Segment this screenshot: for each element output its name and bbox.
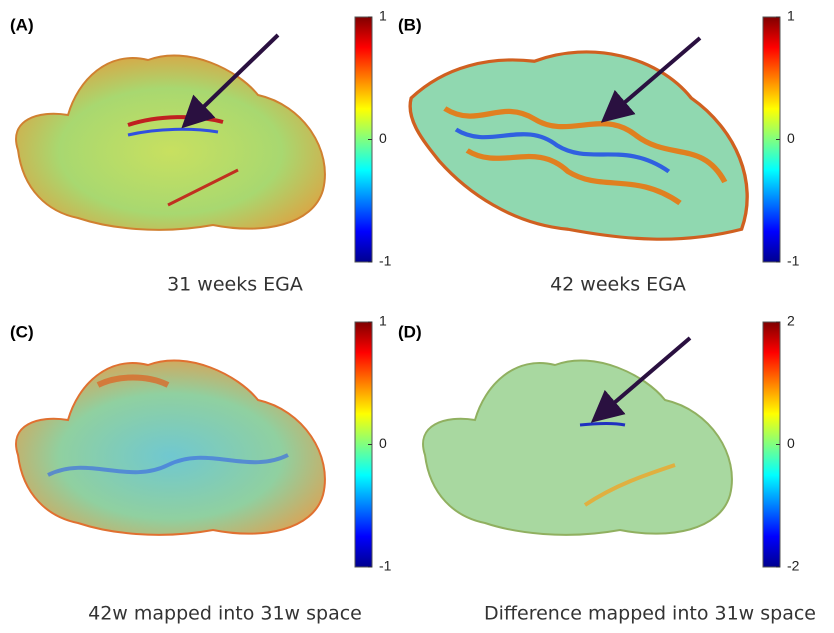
brain-b	[408, 50, 749, 241]
brain-c	[15, 359, 326, 536]
caption: 31 weeks EGA	[167, 274, 303, 296]
arrow	[181, 33, 280, 129]
tick-label: -2	[787, 558, 800, 574]
brain-a	[15, 54, 326, 231]
panel-label: (D)	[398, 322, 422, 341]
caption: Difference mapped into 31w space	[484, 603, 816, 625]
arrow	[600, 36, 702, 123]
tick-label: 1	[379, 313, 387, 329]
tick-label: 0	[787, 435, 795, 451]
panel-label: (B)	[398, 15, 422, 34]
tick-label: 1	[787, 8, 795, 24]
tick-label: 1	[379, 8, 387, 24]
tick-label: 2	[787, 313, 795, 329]
tick-label: -1	[379, 253, 392, 269]
arrow	[590, 336, 692, 423]
panel-label: (C)	[10, 322, 34, 341]
brain-d	[422, 359, 733, 536]
caption: 42w mapped into 31w space	[88, 603, 362, 625]
tick-label: -1	[787, 253, 800, 269]
tick-label: 0	[379, 435, 387, 451]
panel-label: (A)	[10, 15, 34, 34]
tick-label: 0	[379, 130, 387, 146]
tick-label: 0	[787, 130, 795, 146]
tick-label: -1	[379, 558, 392, 574]
caption: 42 weeks EGA	[550, 274, 686, 296]
